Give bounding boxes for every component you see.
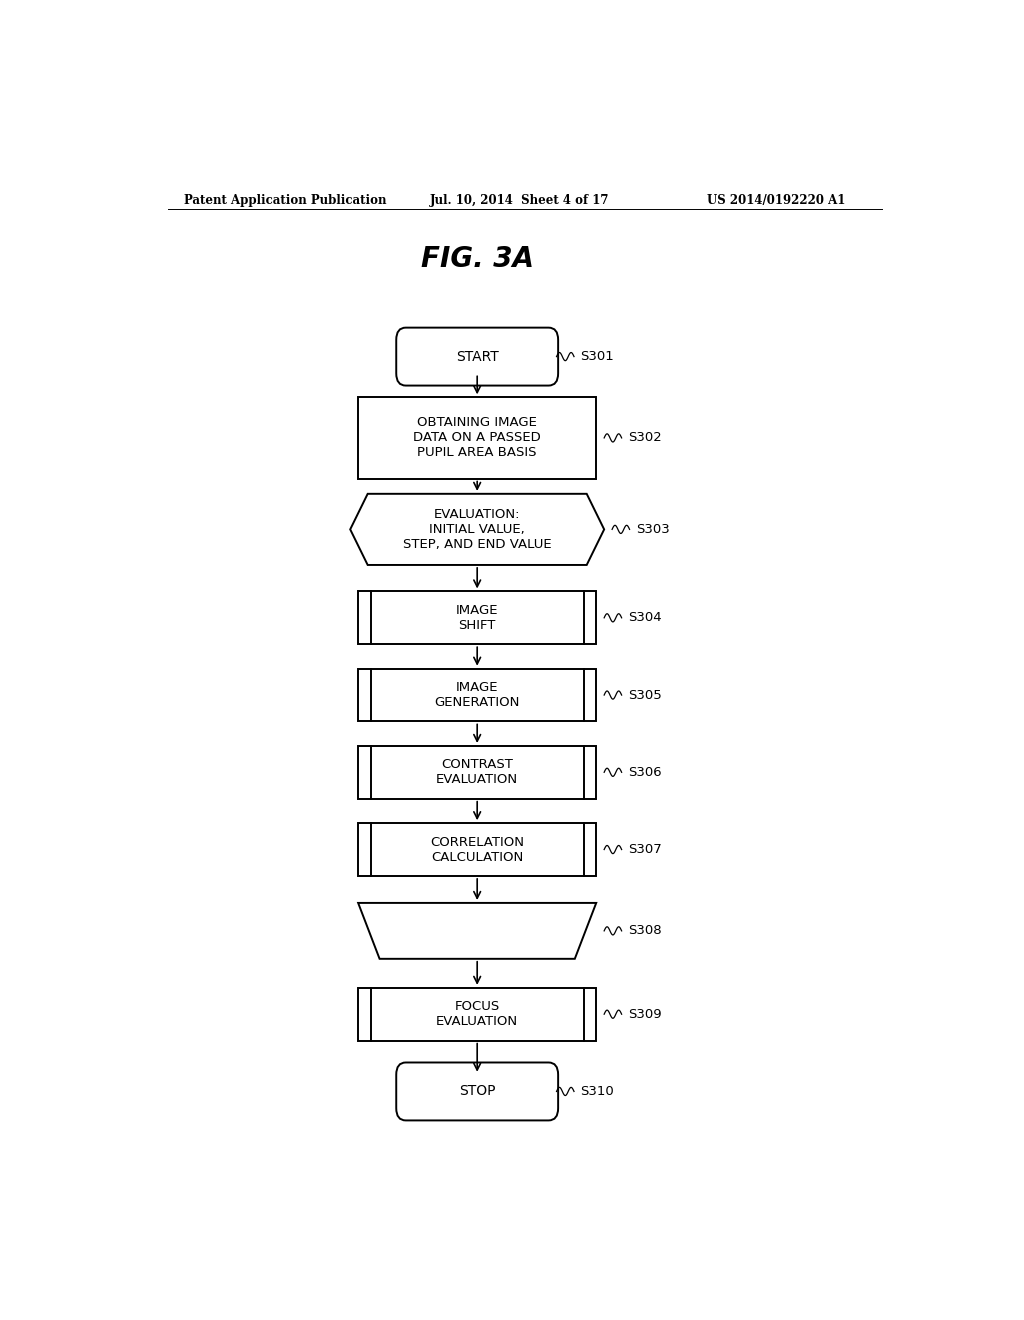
FancyBboxPatch shape <box>396 327 558 385</box>
Text: S309: S309 <box>628 1007 662 1020</box>
Text: START: START <box>456 350 499 363</box>
Text: CORRELATION
CALCULATION: CORRELATION CALCULATION <box>430 836 524 863</box>
Bar <box>358 669 596 722</box>
Text: S304: S304 <box>628 611 662 624</box>
Text: IMAGE
GENERATION: IMAGE GENERATION <box>434 681 520 709</box>
Text: Jul. 10, 2014  Sheet 4 of 17: Jul. 10, 2014 Sheet 4 of 17 <box>430 194 609 207</box>
Text: S308: S308 <box>628 924 662 937</box>
Polygon shape <box>350 494 604 565</box>
Text: S305: S305 <box>628 689 662 701</box>
Text: FIG. 3A: FIG. 3A <box>421 244 534 273</box>
Text: US 2014/0192220 A1: US 2014/0192220 A1 <box>708 194 846 207</box>
Text: EVALUATION:
INITIAL VALUE,
STEP, AND END VALUE: EVALUATION: INITIAL VALUE, STEP, AND END… <box>402 508 552 550</box>
Text: IMAGE
SHIFT: IMAGE SHIFT <box>456 603 499 632</box>
Text: CONTRAST
EVALUATION: CONTRAST EVALUATION <box>436 758 518 787</box>
Text: FOCUS
EVALUATION: FOCUS EVALUATION <box>436 1001 518 1028</box>
FancyBboxPatch shape <box>396 1063 558 1121</box>
Text: OBTAINING IMAGE
DATA ON A PASSED
PUPIL AREA BASIS: OBTAINING IMAGE DATA ON A PASSED PUPIL A… <box>414 416 541 459</box>
Polygon shape <box>358 903 596 958</box>
Text: Patent Application Publication: Patent Application Publication <box>183 194 386 207</box>
Text: STOP: STOP <box>459 1085 496 1098</box>
Bar <box>358 397 596 479</box>
Text: S307: S307 <box>628 843 662 857</box>
Bar <box>358 591 596 644</box>
Text: S301: S301 <box>581 350 614 363</box>
Bar <box>358 746 596 799</box>
Text: S310: S310 <box>581 1085 614 1098</box>
Text: S303: S303 <box>636 523 670 536</box>
Text: S306: S306 <box>628 766 662 779</box>
Bar <box>358 987 596 1040</box>
Bar <box>358 824 596 876</box>
Text: S302: S302 <box>628 432 662 445</box>
